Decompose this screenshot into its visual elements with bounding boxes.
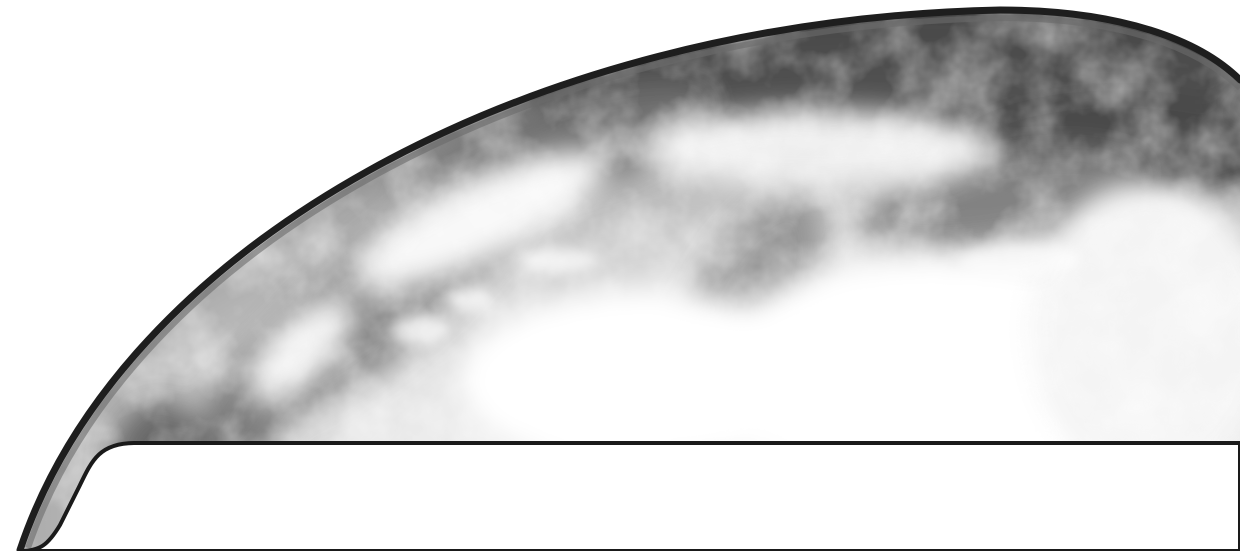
content-panel	[18, 441, 1240, 551]
globe-limb	[16, 6, 1240, 551]
